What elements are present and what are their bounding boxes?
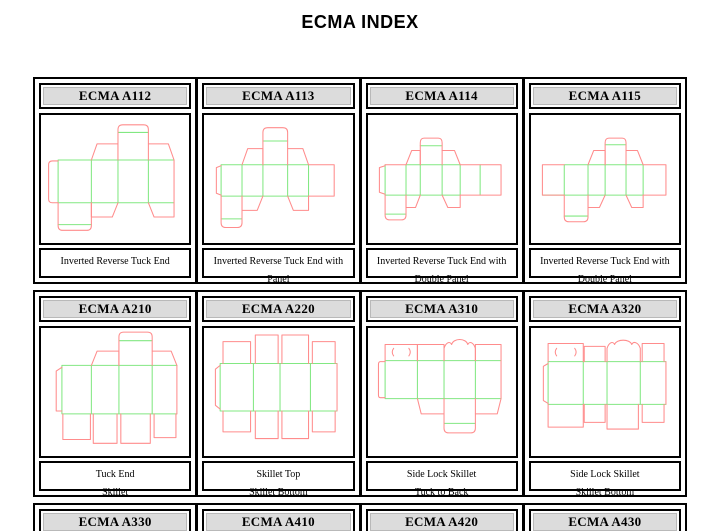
ecma-cell: ECMA A410: [198, 505, 362, 531]
cell-header: ECMA A430: [528, 509, 681, 531]
index-groups: ECMA A112 Inverted Reverse Tuck End ECMA…: [33, 77, 687, 531]
dieline-diagram-box: [202, 326, 355, 458]
dieline-svg: [542, 339, 667, 430]
cell-header: ECMA A220: [202, 296, 355, 322]
cell-caption: Skillet Top Skillet Bottom: [249, 469, 308, 498]
cell-header-label: ECMA A112: [78, 88, 152, 103]
cell-header-label: ECMA A420: [405, 514, 479, 529]
ecma-cell: ECMA A430: [524, 505, 685, 531]
dieline-diagram-box: [365, 113, 518, 245]
ecma-cell: ECMA A320 Side Lock Skillet Skillet Bott…: [524, 292, 685, 498]
ecma-cell: ECMA A420: [361, 505, 525, 531]
dieline-svg: [215, 334, 338, 440]
cell-header: ECMA A320: [528, 296, 681, 322]
ecma-cell: ECMA A310 Side Lock Skillet Tuck to Back: [361, 292, 525, 498]
dieline-svg: [48, 124, 175, 231]
cell-header-label: ECMA A210: [78, 301, 152, 316]
cell-header-label: ECMA A320: [568, 301, 642, 316]
cell-caption: Side Lock Skillet Tuck to Back: [406, 469, 477, 498]
ecma-cell: ECMA A210 Tuck End Skillet: [35, 292, 199, 498]
cell-caption-box: Inverted Reverse Tuck End: [39, 248, 192, 278]
cell-caption: Inverted Reverse Tuck End with Double Pa…: [376, 256, 507, 285]
cell-header: ECMA A113: [202, 83, 355, 109]
dieline-svg: [377, 338, 502, 434]
cell-header-label: ECMA A220: [241, 301, 315, 316]
ecma-cell: ECMA A112 Inverted Reverse Tuck End: [35, 79, 199, 282]
cell-caption-box: Inverted Reverse Tuck End with Panel: [202, 248, 355, 285]
cell-header: ECMA A420: [365, 509, 518, 531]
cell-caption-box: Tuck End Skillet: [39, 461, 192, 498]
dieline-diagram-box: [528, 113, 681, 245]
dieline-diagram-box: [528, 326, 681, 458]
cell-caption-box: Side Lock Skillet Skillet Bottom: [528, 461, 681, 498]
cell-caption: Inverted Reverse Tuck End with Panel: [213, 256, 344, 285]
ecma-group: ECMA A210 Tuck End Skillet ECMA A220 Ski…: [33, 290, 687, 498]
dieline-diagram-box: [365, 326, 518, 458]
dieline-diagram-box: [39, 326, 192, 458]
cell-caption-box: Side Lock Skillet Tuck to Back: [365, 461, 518, 498]
dieline-diagram-box: [39, 113, 192, 245]
cell-caption-box: Inverted Reverse Tuck End with Double Pa…: [365, 248, 518, 285]
cell-header: ECMA A410: [202, 509, 355, 531]
dieline-svg: [216, 127, 335, 228]
cell-header: ECMA A112: [39, 83, 192, 109]
cell-header-label: ECMA A310: [405, 301, 479, 316]
ecma-group: ECMA A330 ECMA A410 ECMA A420 ECMA A430: [33, 503, 687, 531]
cell-caption-box: Skillet Top Skillet Bottom: [202, 461, 355, 498]
page-title: ECMA INDEX: [301, 12, 419, 32]
cell-header: ECMA A114: [365, 83, 518, 109]
cell-caption: Inverted Reverse Tuck End with Double Pa…: [540, 256, 670, 285]
ecma-cell: ECMA A220 Skillet Top Skillet Bottom: [198, 292, 362, 498]
ecma-cell: ECMA A114 Inverted Reverse Tuck End with…: [361, 79, 525, 285]
cell-header: ECMA A330: [39, 509, 192, 531]
cell-header-label: ECMA A115: [568, 88, 642, 103]
cell-header: ECMA A210: [39, 296, 192, 322]
cell-header-label: ECMA A113: [242, 88, 315, 103]
dieline-svg: [541, 137, 667, 223]
dieline-svg: [55, 331, 178, 444]
cell-header-label: ECMA A430: [568, 514, 642, 529]
cell-caption: Side Lock Skillet Skillet Bottom: [570, 469, 640, 498]
cell-caption: Inverted Reverse Tuck End: [60, 256, 170, 267]
cell-header-label: ECMA A330: [78, 514, 152, 529]
cell-header: ECMA A115: [528, 83, 681, 109]
ecma-cell: ECMA A113 Inverted Reverse Tuck End with…: [198, 79, 362, 285]
cell-caption: Tuck End Skillet: [95, 469, 135, 498]
cell-header-label: ECMA A410: [241, 514, 315, 529]
cell-header-label: ECMA A114: [405, 88, 478, 103]
ecma-cell: ECMA A330: [35, 505, 199, 531]
cell-header: ECMA A310: [365, 296, 518, 322]
cell-caption-box: Inverted Reverse Tuck End with Double Pa…: [528, 248, 681, 285]
ecma-cell: ECMA A115 Inverted Reverse Tuck End with…: [524, 79, 685, 285]
dieline-diagram-box: [202, 113, 355, 245]
dieline-svg: [378, 137, 502, 221]
ecma-group: ECMA A112 Inverted Reverse Tuck End ECMA…: [33, 77, 687, 285]
